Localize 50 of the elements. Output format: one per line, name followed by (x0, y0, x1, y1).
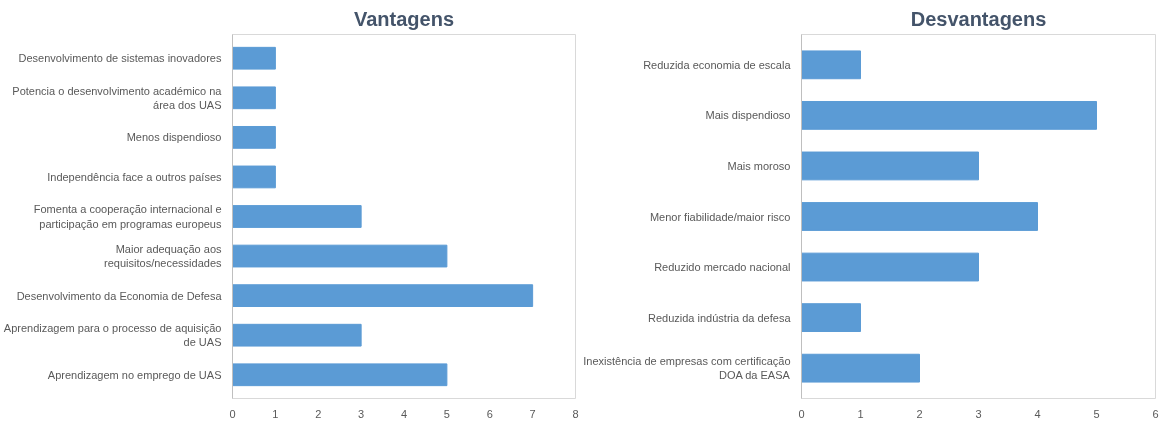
y-tick-label: Reduzida indústria da defesa (648, 311, 792, 324)
x-tick-label: 5 (443, 407, 450, 420)
y-tick-label: Potencia o desenvolvimento académico na área dos UAS (12, 84, 223, 111)
bar (801, 50, 861, 80)
x-tick-label: 4 (1034, 407, 1041, 420)
x-tick-label: 2 (315, 407, 322, 420)
y-tick-label: Desenvolvimento da Economia de Defesa (16, 289, 223, 302)
bar (801, 100, 1097, 130)
bar (801, 353, 920, 383)
x-tick-label: 6 (1152, 407, 1159, 420)
y-tick-label: Reduzido mercado nacional (654, 261, 791, 274)
bar (801, 303, 861, 333)
x-tick-label: 6 (486, 407, 493, 420)
chart-title: Desvantagens (910, 7, 1047, 30)
bar (232, 205, 362, 228)
x-tick-label: 1 (857, 407, 864, 420)
bar (232, 46, 276, 70)
x-tick-label: 7 (529, 407, 536, 420)
x-tick-label: 0 (229, 407, 236, 420)
x-tick-label: 1 (272, 407, 279, 420)
y-tick-label: Mais dispendioso (705, 109, 791, 122)
y-tick-label: Inexistência de empresas com certificação DOA da EASA (583, 354, 791, 382)
y-tick-label: Menos dispendioso (126, 131, 222, 144)
bar (801, 252, 979, 282)
bar (232, 125, 276, 149)
bar (232, 284, 534, 308)
y-tick-label: Aprendizagem para o processo de aquisição de UAS (3, 322, 222, 349)
y-tick-label: Independência face a outros países (47, 170, 222, 183)
x-tick-label: 3 (358, 407, 365, 420)
y-tick-label: Menor fiabilidade/maior risco (649, 210, 791, 223)
bar (232, 165, 276, 189)
x-tick-label: 0 (798, 407, 805, 420)
y-tick-label: Mais moroso (727, 159, 791, 172)
y-tick-label: Aprendizagem no emprego de UAS (47, 368, 222, 381)
bar (232, 323, 362, 347)
y-tick-label: Maior adequação aos requisitos/necessidades (104, 242, 222, 270)
bar (232, 86, 276, 110)
bar (232, 244, 448, 268)
bar (801, 202, 1038, 231)
y-tick-label: Desenvolvimento de sistemas inovadores (18, 52, 222, 65)
y-tick-label: Fomenta a cooperação internacional e participação em programas europeus (33, 203, 222, 230)
x-tick-label: 8 (572, 407, 579, 420)
bar (232, 363, 448, 387)
x-tick-label: 5 (1093, 407, 1100, 420)
x-tick-label: 3 (975, 407, 982, 420)
y-tick-label: Reduzida economia de escala (643, 58, 792, 71)
x-tick-label: 2 (916, 407, 923, 420)
bar (801, 151, 979, 181)
x-tick-label: 4 (400, 407, 408, 420)
chart-title: Vantagens (353, 7, 455, 30)
